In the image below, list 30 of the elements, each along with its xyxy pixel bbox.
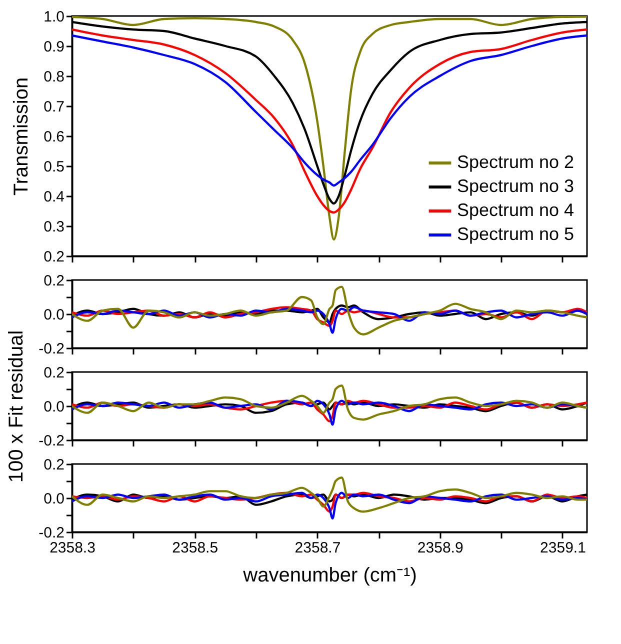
y-tick-label: 0.2 — [44, 272, 64, 290]
y-tick-label: 0.2 — [44, 456, 64, 474]
y-tick-label: 0.2 — [44, 364, 64, 382]
x-tick-label: 2358.9 — [417, 540, 464, 556]
x-tick-label: 2358.7 — [294, 540, 341, 556]
y-axis-title: 100 x Fit residual — [6, 330, 28, 483]
y-tick-label: -0.2 — [38, 340, 64, 358]
y-tick-label: 0.5 — [44, 158, 64, 176]
y-tick-label: 0.4 — [44, 188, 64, 206]
x-tick-label: 2358.3 — [50, 540, 96, 556]
legend-label: Spectrum no 3 — [457, 176, 574, 196]
y-tick-label: 0.0 — [44, 490, 64, 508]
y-tick-label: -0.2 — [38, 432, 64, 450]
x-tick-label: 2358.5 — [172, 540, 218, 556]
y-tick-label: 0.9 — [44, 38, 64, 56]
y-tick-label: 1.0 — [44, 8, 64, 26]
y-tick-label: 0.8 — [44, 68, 64, 86]
y-tick-label: 0.6 — [44, 128, 64, 146]
x-tick-label: 2359.1 — [540, 540, 586, 556]
y-tick-label: 0.7 — [44, 98, 64, 116]
y-tick-label: 0.0 — [44, 398, 64, 416]
y-tick-label: 0.2 — [44, 248, 64, 266]
legend-label: Spectrum no 2 — [457, 152, 574, 172]
y-tick-label: -0.2 — [38, 524, 64, 542]
y-tick-label: 0.0 — [44, 306, 64, 324]
y-tick-label: 0.3 — [44, 218, 64, 236]
y-axis-title: Transmission — [10, 77, 33, 196]
x-axis-title: wavenumber (cm⁻¹) — [242, 564, 417, 586]
legend-label: Spectrum no 5 — [457, 224, 574, 244]
legend-label: Spectrum no 4 — [457, 200, 574, 220]
